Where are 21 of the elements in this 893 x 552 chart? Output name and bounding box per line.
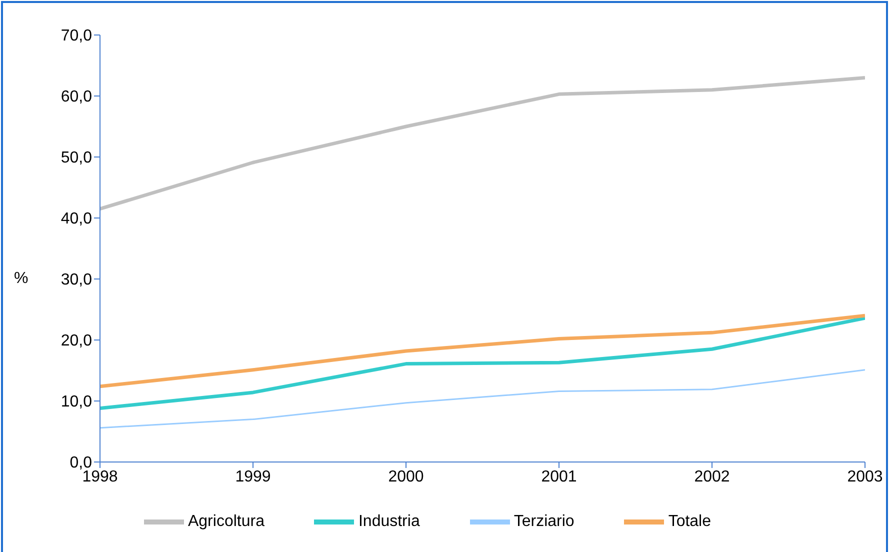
x-tick-label: 1999	[235, 468, 271, 486]
y-tick-label: 70,0	[60, 28, 92, 45]
x-tick-label: 2001	[541, 468, 577, 486]
y-tick-label: 10,0	[60, 394, 92, 411]
legend-label: Industria	[358, 513, 420, 530]
line-series	[100, 76, 865, 211]
line-series	[100, 314, 865, 388]
y-tick-label: 30,0	[60, 272, 92, 289]
y-tick-label: 60,0	[60, 88, 92, 106]
legend-label: Terziario	[514, 513, 574, 530]
legend-label: Agricoltura	[188, 513, 264, 530]
line-series	[100, 316, 865, 410]
line-series	[100, 369, 865, 429]
x-tick-label: 2003	[847, 468, 883, 486]
y-tick-label: 20,0	[60, 332, 92, 350]
legend-label: Totale	[668, 513, 712, 530]
y-tick-label: 40,0	[60, 210, 92, 228]
y-axis-title: %	[14, 270, 28, 288]
x-tick-label: 2000	[388, 468, 424, 486]
x-tick-label: 2002	[694, 468, 730, 486]
y-tick-label: 50,0	[60, 150, 92, 167]
